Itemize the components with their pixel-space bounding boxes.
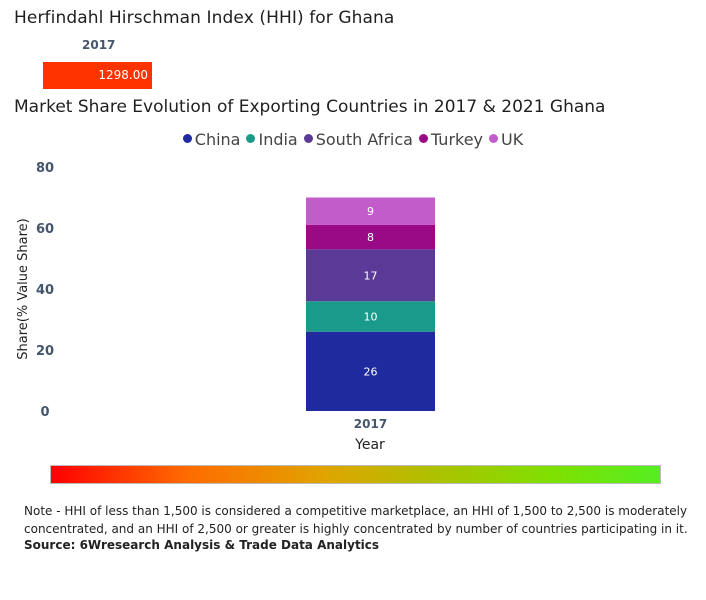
legend-item-turkey[interactable]: Turkey [418, 130, 484, 149]
hhi-title: Herfindahl Hirschman Index (HHI) for Gha… [14, 8, 395, 28]
y-axis-label: Share(% Value Share) [16, 218, 31, 360]
legend-label: China [194, 130, 241, 149]
x-tick-label: 2017 [354, 417, 387, 431]
y-tick-label: 40 [36, 283, 54, 298]
data-label: 10 [364, 310, 378, 323]
y-tick-label: 20 [36, 344, 54, 359]
stacked-bar-chart: 0 20 40 60 80 Share(% Value Share) 26 10 17 8 9 201… [16, 161, 435, 453]
bar-segment-china [306, 331, 435, 411]
bar-segment-south-africa [306, 249, 435, 302]
data-label: 8 [367, 231, 374, 244]
chart-legend: China India South Africa Turkey UK [0, 130, 706, 149]
hhi-bar: 1298.00 [43, 62, 152, 89]
legend-item-uk[interactable]: UK [489, 130, 523, 149]
bar-segment-uk [306, 197, 435, 225]
bar-segment-turkey [306, 224, 435, 250]
data-label: 26 [364, 365, 378, 378]
data-label: 9 [367, 205, 374, 218]
legend-item-china[interactable]: China [182, 130, 241, 149]
legend-label: South Africa [315, 130, 413, 149]
legend-dot [303, 134, 313, 143]
bar-segment-india [306, 301, 435, 332]
legend-item-south-africa[interactable]: South Africa [303, 130, 413, 149]
hhi-gradient-scale [50, 465, 661, 484]
legend-item-india[interactable]: India [246, 130, 298, 149]
legend-label: UK [501, 130, 524, 149]
legend-label: Turkey [430, 130, 484, 149]
legend-label: India [258, 130, 298, 149]
legend-dot [246, 134, 256, 143]
source-text: Source: 6Wresearch Analysis & Trade Data… [24, 538, 380, 552]
data-label: 17 [364, 269, 378, 282]
y-tick-label: 0 [40, 405, 49, 420]
hhi-value: 1298.00 [98, 68, 148, 82]
hhi-year-label: 2017 [82, 38, 116, 52]
legend-dot [489, 134, 499, 143]
y-tick-label: 80 [36, 161, 54, 176]
y-tick-label: 60 [36, 222, 54, 237]
legend-dot [418, 134, 428, 143]
note-text: Note - HHI of less than 1,500 is conside… [24, 504, 688, 536]
legend-dot [182, 134, 192, 143]
x-axis-label: Year [354, 437, 385, 453]
chart-title: Market Share Evolution of Exporting Coun… [14, 97, 606, 117]
